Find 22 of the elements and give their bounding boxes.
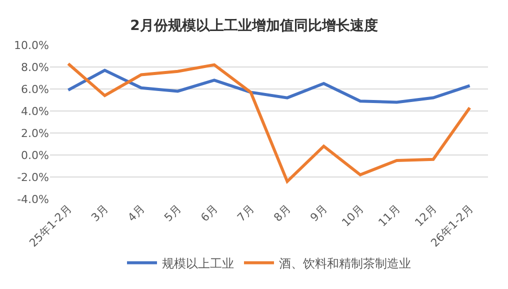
y-tick-label: 2.0% [21,126,49,140]
x-tick-label: 11月 [376,202,403,230]
legend-label: 酒、饮料和精制茶制造业 [279,256,411,270]
line-series [66,62,472,183]
y-tick-label: 8.0% [21,60,49,74]
x-tick-label: 8月 [271,202,294,224]
x-tick-label: 4月 [125,202,148,224]
y-tick-label: -2.0% [17,170,49,184]
chart-title: 2月份规模以上工业增加值同比增长速度 [130,17,378,34]
legend-label: 规模以上工业 [162,256,234,270]
y-tick-label: 4.0% [21,104,49,118]
x-tick-label: 5月 [162,202,184,224]
x-tick-label: 6月 [198,202,220,224]
x-tick-label: 10月 [339,202,366,230]
line-series [66,68,472,104]
y-tick-label: 0.0% [21,148,49,162]
y-tick-label: 10.0% [14,38,49,52]
x-tick-label: 3月 [88,202,111,224]
x-tick-label: 12月 [412,202,440,230]
x-tick-label: 9月 [308,202,330,224]
y-tick-label: 6.0% [21,82,49,96]
x-tick-label: 7月 [234,202,257,224]
